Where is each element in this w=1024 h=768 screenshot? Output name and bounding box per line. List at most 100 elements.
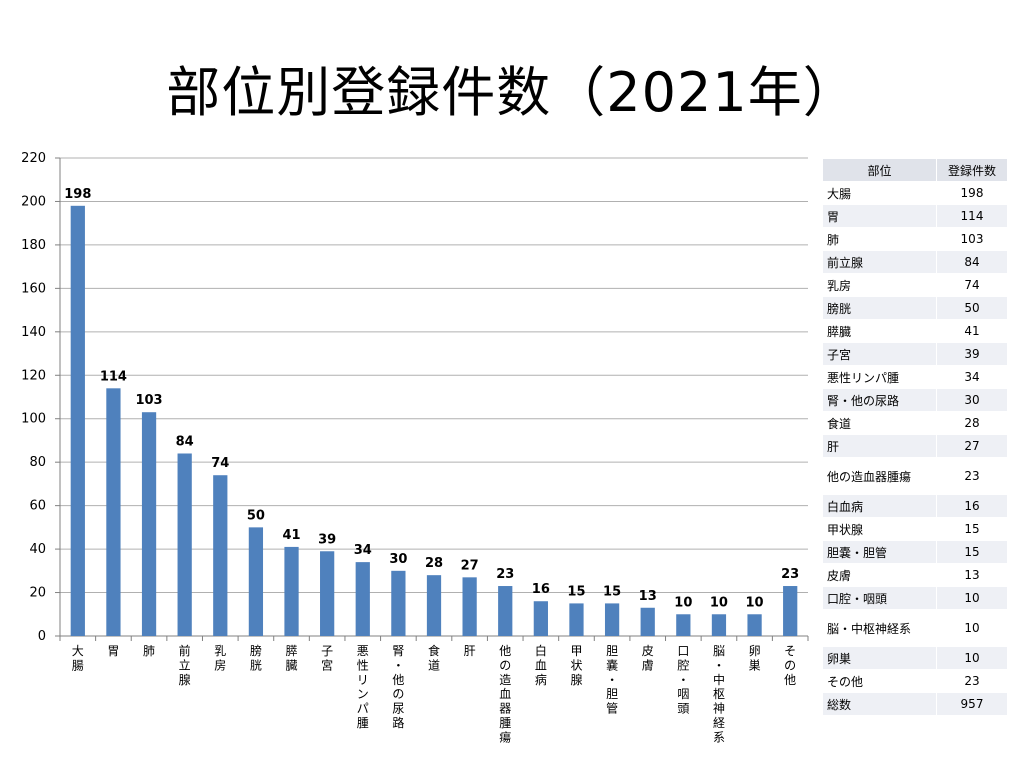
bars: [70, 205, 798, 637]
category-label: 胃: [107, 644, 119, 658]
table-cell-count: 50: [936, 296, 1008, 320]
bar: [177, 453, 192, 636]
table-header-row: 部位 登録件数: [822, 158, 1008, 182]
bar: [426, 575, 442, 636]
category-label: 肺: [143, 644, 155, 658]
category-label: 白血病: [535, 643, 547, 687]
table-row: 乳房 74: [822, 273, 1008, 297]
category-label: 脳・中枢神経系: [713, 644, 725, 744]
table-cell-count: 41: [936, 319, 1008, 343]
data-label: 39: [318, 532, 336, 547]
table-row: 腎・他の尿路 30: [822, 388, 1008, 412]
table-cell-site: 白血病: [822, 494, 937, 518]
table-cell-count: 16: [936, 494, 1008, 518]
table-row: 他の造血器腫瘍 23: [822, 457, 1008, 495]
y-tick-label: 40: [29, 542, 46, 557]
gridlines: [60, 157, 808, 594]
data-label: 10: [710, 595, 728, 610]
table-header-site: 部位: [822, 158, 937, 182]
table-cell-site: 悪性リンパ腫: [822, 365, 937, 389]
y-tick-label: 220: [21, 151, 46, 166]
table-cell-site: 肺: [822, 227, 937, 251]
table-row: その他 23: [822, 669, 1008, 693]
table-cell-count: 10: [936, 609, 1008, 647]
data-label: 10: [746, 595, 764, 610]
table-cell-site: 大腸: [822, 181, 937, 205]
bar: [498, 586, 513, 636]
category-label: 口腔・咽頭: [677, 644, 689, 716]
table-row: 膵臓 41: [822, 319, 1008, 343]
table-row: 食道 28: [822, 411, 1008, 435]
table-cell-count: 74: [936, 273, 1008, 297]
table-cell-site: 乳房: [822, 273, 937, 297]
bar: [462, 577, 477, 636]
table-cell-site: 食道: [822, 411, 937, 435]
table-cell-site: 他の造血器腫瘍: [822, 457, 937, 495]
y-tick-label: 60: [29, 499, 46, 514]
category-label: 皮膚: [642, 644, 654, 672]
table-row: 口腔・咽頭 10: [822, 586, 1008, 610]
table-row: 皮膚 13: [822, 563, 1008, 587]
data-label: 34: [354, 543, 372, 558]
table-row: 脳・中枢神経系 10: [822, 609, 1008, 647]
y-tick-label: 0: [38, 629, 46, 644]
data-label: 16: [532, 582, 550, 597]
table-cell-count: 28: [936, 411, 1008, 435]
data-label: 15: [603, 584, 621, 599]
table-cell-site: 総数: [822, 692, 937, 716]
table-cell-site: 口腔・咽頭: [822, 586, 937, 610]
page-title: 部位別登録件数（2021年）: [166, 61, 858, 124]
category-label: 乳房: [214, 644, 226, 672]
data-labels: 198 114 103 84 74 50 41 39 34 30 28 27 23 16 15 15 13 10 1…: [64, 187, 799, 610]
category-label: 他の造血器腫瘍: [499, 644, 511, 744]
category-label: 胆嚢・胆管: [606, 644, 618, 716]
bar: [355, 562, 370, 636]
table-cell-count: 957: [936, 692, 1008, 716]
category-label: 膀胱: [250, 643, 262, 672]
table-cell-count: 10: [936, 646, 1008, 670]
table-row: 悪性リンパ腫 34: [822, 365, 1008, 389]
table-cell-count: 10: [936, 586, 1008, 610]
table-cell-site: 胃: [822, 204, 937, 228]
data-label: 23: [781, 567, 799, 582]
table-row: 肺 103: [822, 227, 1008, 251]
table-cell-site: 胆嚢・胆管: [822, 540, 937, 564]
category-label: 肝: [464, 644, 476, 658]
table-cell-site: 前立腺: [822, 250, 937, 274]
data-label: 15: [567, 584, 585, 599]
table-row: 総数 957: [822, 692, 1008, 716]
bar: [106, 388, 121, 636]
y-tick-label: 140: [21, 325, 46, 340]
data-label: 198: [64, 187, 91, 202]
data-label: 28: [425, 556, 443, 571]
category-label: 卵巣: [749, 644, 761, 672]
bar: [711, 614, 727, 636]
table-cell-site: 卵巣: [822, 646, 937, 670]
bar: [604, 603, 620, 636]
category-label: 甲状腺: [570, 644, 582, 687]
table-row: 卵巣 10: [822, 646, 1008, 670]
table-row: 膀胱 50: [822, 296, 1008, 320]
axes: 0 20 40 60 80 100 120 140 160 180 200 220: [21, 151, 809, 644]
table-cell-site: 甲状腺: [822, 517, 937, 541]
data-label: 13: [639, 589, 657, 604]
y-tick-label: 180: [21, 238, 46, 253]
table-cell-count: 198: [936, 181, 1008, 205]
table-row: 胃 114: [822, 204, 1008, 228]
category-label: 腎・他の尿路: [392, 644, 404, 730]
table-row: 甲状腺 15: [822, 517, 1008, 541]
table-cell-count: 13: [936, 563, 1008, 587]
category-label: 膵臓: [286, 644, 298, 672]
category-label: 大腸: [72, 644, 84, 672]
table-cell-count: 114: [936, 204, 1008, 228]
data-label: 41: [282, 528, 300, 543]
table-row: 子宮 39: [822, 342, 1008, 366]
y-tick-label: 160: [21, 281, 46, 296]
table-cell-site: 子宮: [822, 342, 937, 366]
category-label: 悪性リンパ腫: [357, 644, 369, 730]
table-cell-site: 肝: [822, 434, 937, 458]
bar: [533, 601, 548, 636]
table-row: 前立腺 84: [822, 250, 1008, 274]
table-row: 胆嚢・胆管 15: [822, 540, 1008, 564]
